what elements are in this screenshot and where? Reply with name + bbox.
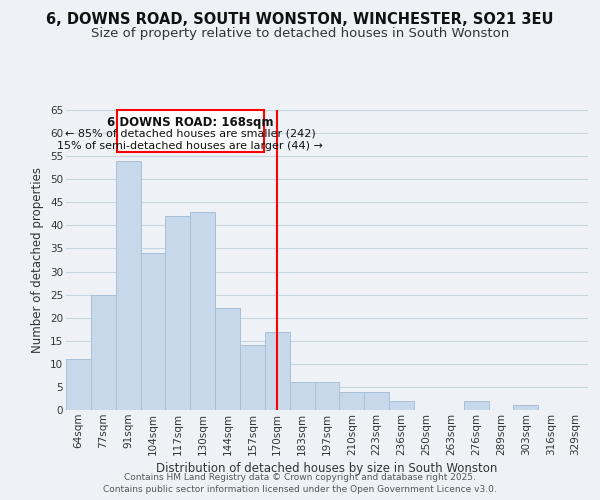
Bar	[265, 332, 290, 410]
Bar	[364, 392, 389, 410]
Bar	[290, 382, 314, 410]
Bar	[91, 294, 116, 410]
Text: Contains public sector information licensed under the Open Government Licence v3: Contains public sector information licen…	[103, 486, 497, 494]
Bar	[140, 253, 166, 410]
Text: 6, DOWNS ROAD, SOUTH WONSTON, WINCHESTER, SO21 3EU: 6, DOWNS ROAD, SOUTH WONSTON, WINCHESTER…	[46, 12, 554, 28]
Bar	[240, 346, 265, 410]
FancyBboxPatch shape	[117, 110, 263, 152]
Bar	[190, 212, 215, 410]
Bar	[314, 382, 340, 410]
Bar	[215, 308, 240, 410]
Bar	[166, 216, 190, 410]
Bar	[464, 401, 488, 410]
Text: ← 85% of detached houses are smaller (242): ← 85% of detached houses are smaller (24…	[65, 128, 316, 138]
Text: 15% of semi-detached houses are larger (44) →: 15% of semi-detached houses are larger (…	[58, 142, 323, 152]
Bar	[514, 406, 538, 410]
Bar	[340, 392, 364, 410]
Bar	[66, 359, 91, 410]
Text: Contains HM Land Registry data © Crown copyright and database right 2025.: Contains HM Land Registry data © Crown c…	[124, 473, 476, 482]
Text: Size of property relative to detached houses in South Wonston: Size of property relative to detached ho…	[91, 28, 509, 40]
X-axis label: Distribution of detached houses by size in South Wonston: Distribution of detached houses by size …	[157, 462, 497, 475]
Y-axis label: Number of detached properties: Number of detached properties	[31, 167, 44, 353]
Bar	[116, 161, 140, 410]
Text: 6 DOWNS ROAD: 168sqm: 6 DOWNS ROAD: 168sqm	[107, 116, 274, 128]
Bar	[389, 401, 414, 410]
